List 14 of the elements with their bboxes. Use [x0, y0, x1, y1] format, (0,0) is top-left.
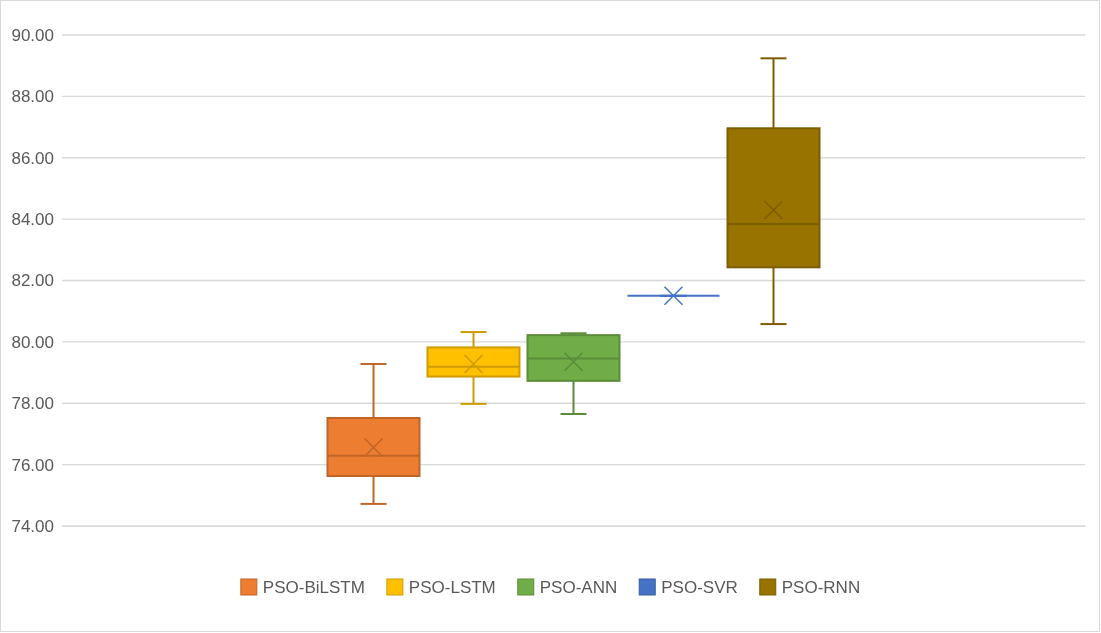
y-tick-label: 86.00	[11, 148, 54, 168]
y-tick-label: 90.00	[11, 25, 54, 45]
legend-label: PSO-BiLSTM	[262, 578, 365, 597]
y-tick-label: 76.00	[11, 455, 54, 475]
y-tick-label: 74.00	[11, 516, 54, 536]
legend-label: PSO-RNN	[781, 578, 861, 597]
legend-label: PSO-LSTM	[408, 578, 496, 597]
y-tick-label: 88.00	[11, 87, 54, 107]
y-tick-label: 80.00	[11, 332, 54, 352]
y-tick-label: 78.00	[11, 394, 54, 414]
y-tick-label: 84.00	[11, 210, 54, 230]
legend-label: PSO-SVR	[661, 578, 738, 597]
y-tick-label: 82.00	[11, 271, 54, 291]
legend-label: PSO-ANN	[539, 578, 618, 597]
